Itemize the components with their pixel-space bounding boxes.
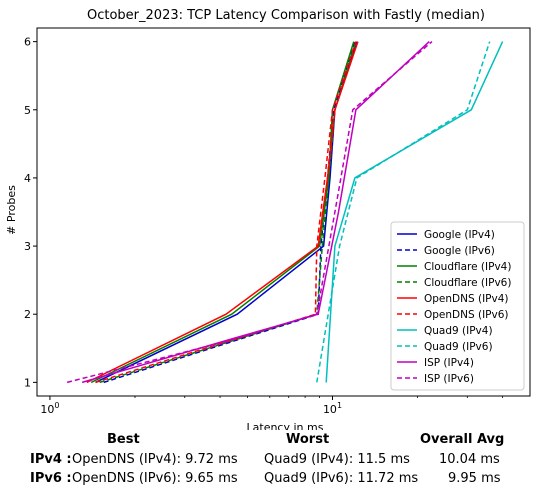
- header-worst: Worst: [286, 432, 330, 447]
- row-ipv6-worst: Quad9 (IPv6): 11.72 ms: [264, 471, 419, 486]
- legend-label-2: Cloudflare (IPv4): [424, 261, 511, 273]
- legend-label-5: OpenDNS (IPv6): [424, 309, 509, 321]
- x-tick-label-1: 101: [323, 401, 342, 416]
- legend-label-7: Quad9 (IPv6): [424, 341, 493, 353]
- series-line-4: [86, 41, 359, 384]
- row-ipv4-overall: 10.04 ms: [439, 452, 500, 467]
- series-line-5: [95, 41, 357, 384]
- y-tick-label-5: 6: [24, 36, 31, 49]
- legend-box: [390, 221, 525, 391]
- legend-label-3: Cloudflare (IPv6): [424, 277, 511, 289]
- legend-label-6: Quad9 (IPv4): [424, 325, 493, 337]
- row-ipv4-worst: Quad9 (IPv4): 11.5 ms: [264, 452, 410, 467]
- row-ipv6-label: IPv6 :: [30, 471, 72, 486]
- x-tick-label-0: 100: [40, 401, 59, 416]
- series-line-9: [66, 41, 433, 384]
- y-tick-label-0: 1: [24, 376, 31, 389]
- y-tick-label-2: 3: [24, 240, 31, 253]
- legend-label-9: ISP (IPv6): [424, 373, 474, 385]
- axes-frame: [36, 27, 531, 397]
- legend-label-1: Google (IPv6): [424, 245, 495, 257]
- y-tick-label-1: 2: [24, 308, 31, 321]
- row-ipv6-best: OpenDNS (IPv6): 9.65 ms: [72, 471, 238, 486]
- chart-title: October_2023: TCP Latency Comparison wit…: [87, 8, 485, 23]
- row-ipv6-overall: 9.95 ms: [448, 471, 501, 486]
- legend-label-4: OpenDNS (IPv4): [424, 293, 509, 305]
- x-axis-label: Latency in ms: [247, 421, 324, 430]
- header-best: Best: [107, 432, 140, 447]
- series-line-8: [81, 41, 430, 384]
- y-axis-label: # Probes: [5, 185, 18, 235]
- series-line-1: [103, 41, 356, 384]
- row-ipv4-best: OpenDNS (IPv4): 9.72 ms: [72, 452, 238, 467]
- series-line-7: [316, 41, 491, 383]
- y-tick-label-4: 5: [24, 104, 31, 117]
- legend-label-8: ISP (IPv4): [424, 357, 474, 369]
- row-ipv4-label: IPv4 :: [30, 452, 72, 467]
- legend-label-0: Google (IPv4): [424, 229, 495, 241]
- latency-chart: October_2023: TCP Latency Comparison wit…: [5, 8, 531, 430]
- series-line-3: [99, 41, 357, 384]
- y-tick-label-3: 4: [24, 172, 31, 185]
- series-line-0: [95, 41, 358, 384]
- series-line-2: [90, 41, 355, 384]
- plot-area: 100 101 1 2 3 4 5 6 Google (IPv4) Google (IPv6) Cl…: [24, 27, 531, 416]
- header-overall: Overall Avg: [420, 432, 505, 447]
